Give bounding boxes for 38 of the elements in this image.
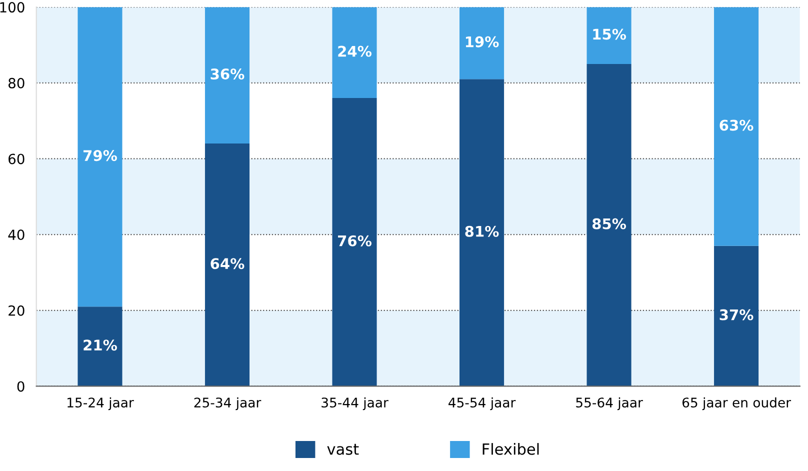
- data-label: 15%: [593, 28, 626, 40]
- bar: [332, 98, 377, 386]
- data-label: 79%: [84, 150, 117, 162]
- x-tick-label: 55-64 jaar: [576, 397, 643, 410]
- bar: [460, 79, 504, 386]
- bar: [586, 7, 632, 64]
- x-tick-label: 15-24 jaar: [68, 397, 134, 410]
- y-tick-label: 100: [0, 2, 24, 13]
- data-label: 64%: [210, 258, 244, 270]
- data-label: 24%: [338, 46, 372, 57]
- bar: [204, 144, 250, 386]
- legend-label: Flexibel: [482, 443, 539, 455]
- bar: [204, 7, 250, 144]
- data-label: 36%: [210, 68, 244, 80]
- legend-label: vast: [327, 444, 359, 455]
- bar: [78, 7, 122, 307]
- data-label: 37%: [720, 309, 754, 320]
- x-tick-label: 45-54 jaar: [448, 397, 516, 410]
- bar: [332, 7, 377, 98]
- bar: [586, 64, 632, 386]
- data-label: 19%: [466, 36, 499, 48]
- y-tick-label: 0: [17, 381, 24, 392]
- x-tick-label: 35-44 jaar: [322, 397, 388, 410]
- bar: [714, 7, 759, 246]
- y-tick-label: 60: [8, 154, 24, 164]
- x-tick-label: 65 jaar en ouder: [682, 397, 792, 410]
- bar: [78, 306, 122, 386]
- data-label: 81%: [465, 226, 499, 237]
- data-label: 63%: [720, 120, 754, 131]
- y-tick-label: 40: [8, 230, 24, 240]
- data-label: 21%: [84, 340, 117, 351]
- y-tick-label: 80: [8, 78, 24, 88]
- data-label: 76%: [338, 235, 372, 246]
- y-tick-label: 20: [8, 305, 24, 316]
- x-tick-label: 25-34 jaar: [194, 397, 262, 410]
- bar: [460, 7, 504, 80]
- data-label: 85%: [592, 218, 626, 230]
- bar: [714, 246, 759, 386]
